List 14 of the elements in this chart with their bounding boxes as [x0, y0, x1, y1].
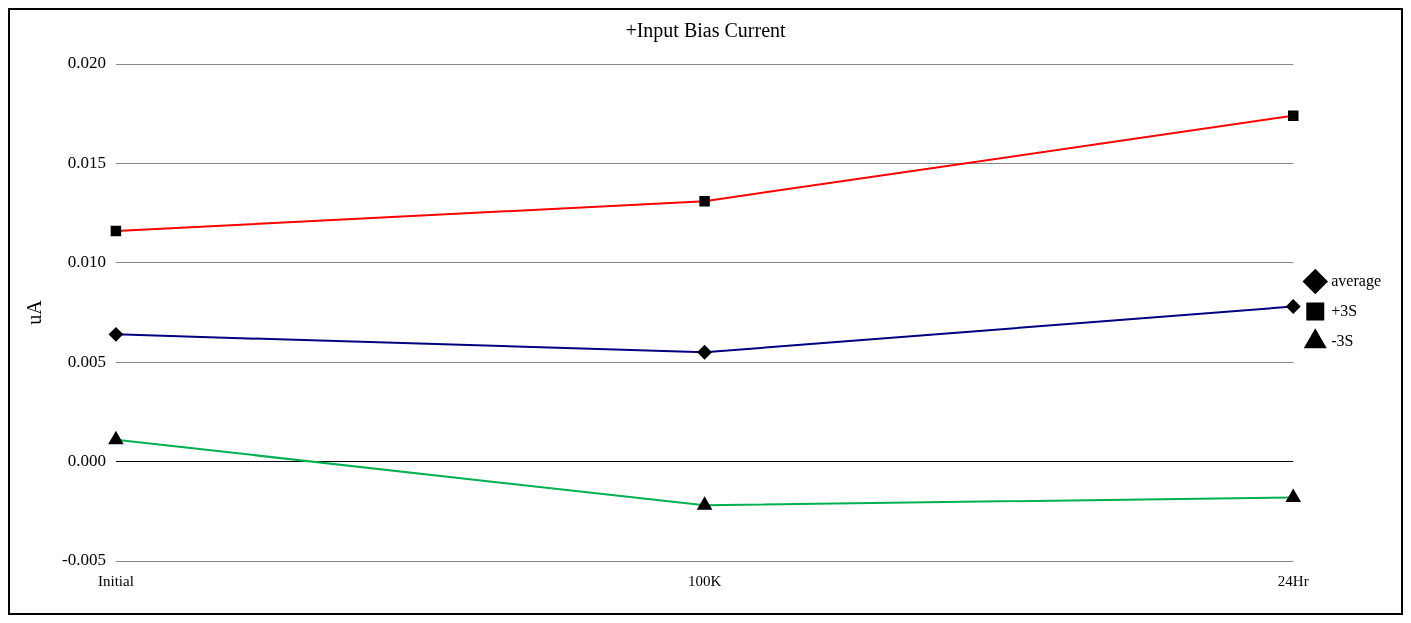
x-tick-label: 24Hr: [1277, 572, 1309, 589]
legend-label: +3S: [1331, 301, 1358, 319]
chart-title: +Input Bias Current: [625, 19, 787, 43]
x-tick-label: 100K: [687, 572, 722, 589]
y-tick-label: 0.020: [67, 53, 106, 73]
y-axis-title: uA: [23, 299, 46, 325]
legend-label: -3S: [1331, 331, 1354, 349]
legend-label: average: [1331, 271, 1381, 290]
x-tick-label: Initial: [98, 572, 134, 589]
y-tick-label: 0.010: [67, 252, 106, 272]
y-tick-label: -0.005: [61, 550, 106, 570]
y-tick-label: 0.015: [67, 152, 106, 172]
y-tick-label: 0.005: [67, 351, 106, 371]
y-tick-label: 0.000: [67, 451, 106, 471]
